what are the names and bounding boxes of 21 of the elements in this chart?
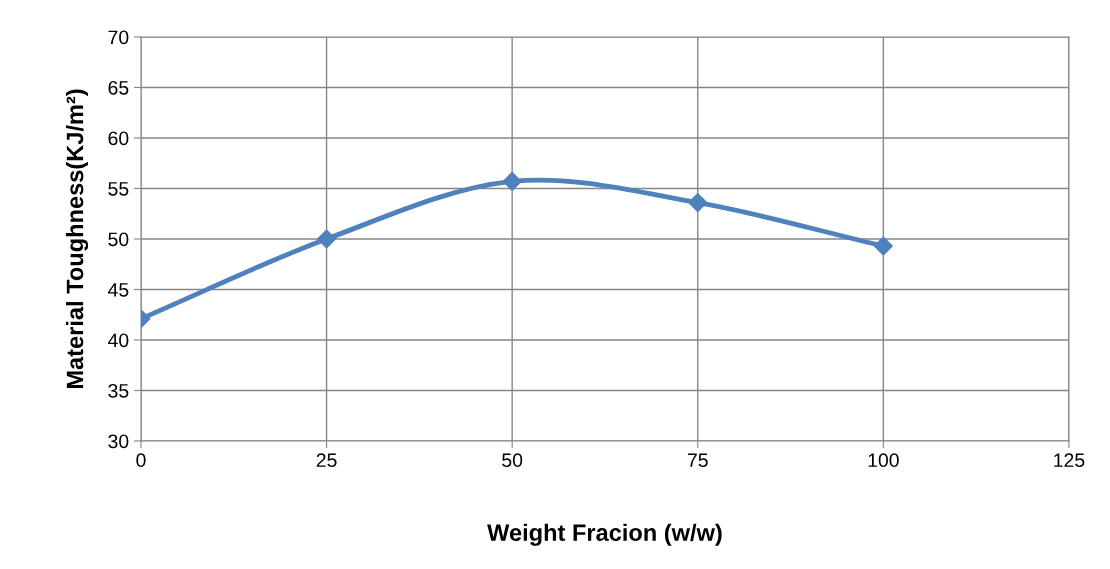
y-tick-label: 55 <box>108 182 129 196</box>
y-tick-label: 70 <box>108 30 129 45</box>
x-tick-label: 50 <box>502 453 523 468</box>
x-tick-label: 75 <box>687 453 708 468</box>
x-tick-label: 0 <box>136 453 146 468</box>
point <box>317 229 337 249</box>
y-tick-label: 40 <box>107 333 129 348</box>
point <box>688 193 708 213</box>
y-tick-label: 65 <box>108 80 129 95</box>
y-tick-label: 35 <box>108 383 129 398</box>
y-tick-label: 50 <box>108 232 129 247</box>
x-tick-label: 25 <box>316 453 337 468</box>
y-axis-title: Material Toughness(KJ/m²) <box>65 89 89 389</box>
point <box>502 171 522 191</box>
point <box>873 236 893 256</box>
y-tick-label: 60 <box>108 131 129 146</box>
y-tick-label: 45 <box>107 283 129 297</box>
x-tick-label: 100 <box>868 453 899 468</box>
x-tick-label: 125 <box>1054 453 1085 468</box>
x-axis-title: Weight Fracion (w/w) <box>487 523 722 546</box>
y-tick-label: 30 <box>108 434 129 449</box>
